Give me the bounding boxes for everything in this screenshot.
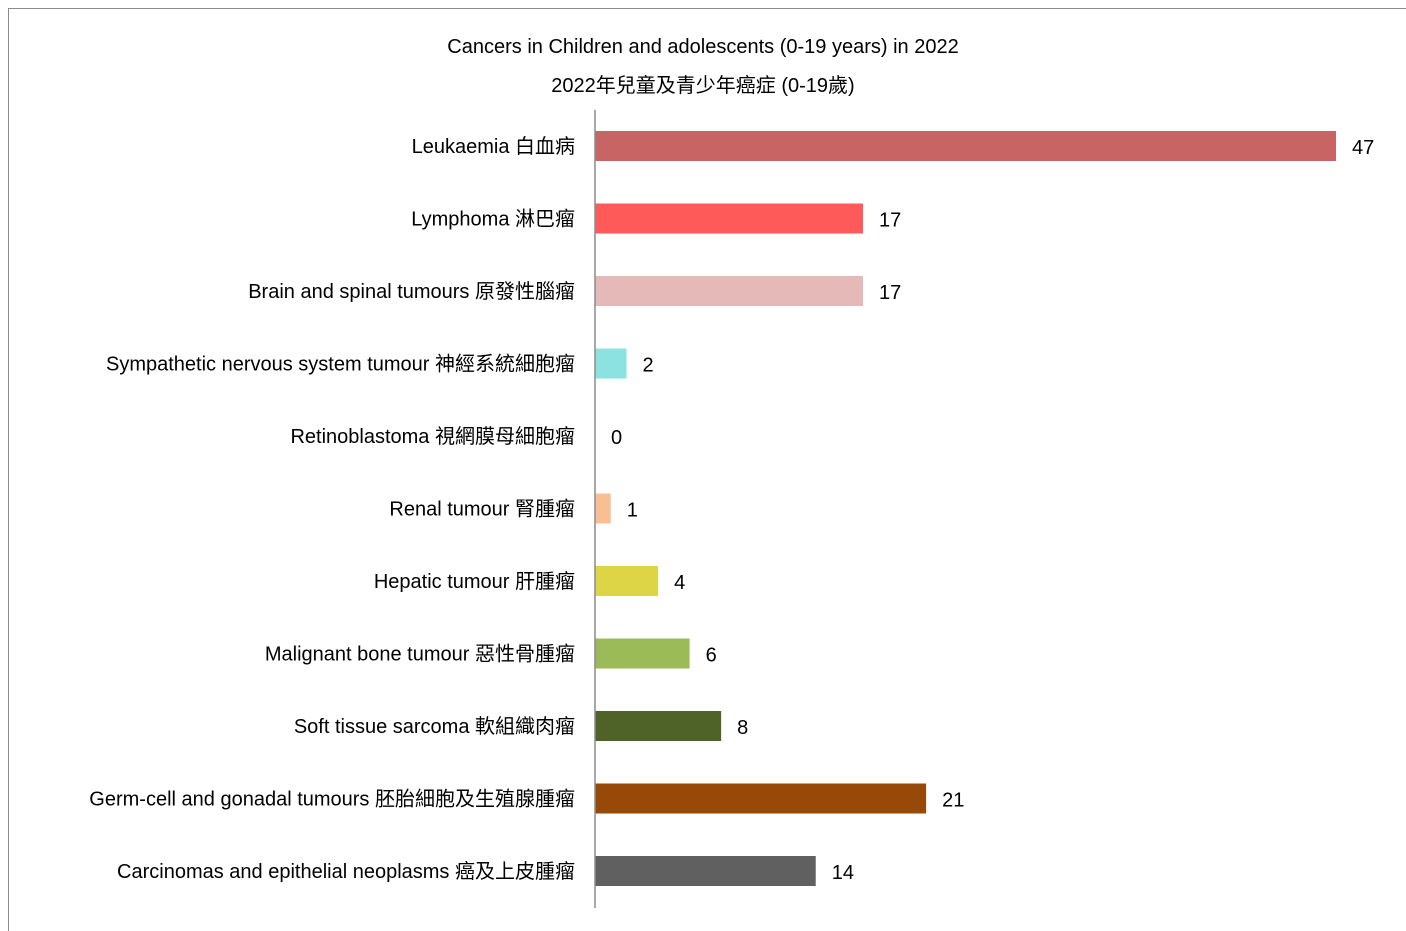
category-label: Sympathetic nervous system tumour 神經系統細胞… bbox=[106, 353, 575, 376]
bar bbox=[595, 203, 864, 234]
category-label: Soft tissue sarcoma 軟組織肉瘤 bbox=[294, 715, 575, 738]
category-label: Germ-cell and gonadal tumours 胚胎細胞及生殖腺腫瘤 bbox=[89, 788, 575, 811]
category-label: Hepatic tumour 肝腫瘤 bbox=[374, 570, 575, 593]
value-label: 0 bbox=[611, 427, 622, 449]
value-label: 17 bbox=[879, 282, 901, 304]
value-label: 4 bbox=[674, 572, 685, 594]
value-label: 14 bbox=[832, 862, 854, 884]
category-label: Retinoblastoma 視網膜母細胞瘤 bbox=[290, 425, 575, 448]
value-label: 1 bbox=[627, 500, 638, 522]
bar bbox=[595, 783, 927, 814]
chart-subtitle: 2022年兒童及青少年癌症 (0-19歲) bbox=[551, 75, 855, 97]
category-label: Malignant bone tumour 惡性骨腫瘤 bbox=[265, 643, 575, 666]
value-label: 21 bbox=[942, 790, 964, 812]
value-label: 8 bbox=[737, 717, 748, 739]
category-label: Carcinomas and epithelial neoplasms 癌及上皮… bbox=[117, 860, 575, 883]
bar bbox=[595, 856, 816, 886]
category-label: Renal tumour 腎腫瘤 bbox=[389, 498, 575, 521]
category-label: Lymphoma 淋巴瘤 bbox=[411, 208, 575, 231]
bar bbox=[595, 711, 722, 741]
chart-frame bbox=[8, 8, 1406, 931]
value-label: 47 bbox=[1352, 137, 1374, 159]
chart-title: Cancers in Children and adolescents (0-1… bbox=[447, 36, 959, 58]
value-label: 6 bbox=[706, 645, 717, 667]
bars-group: Leukaemia 白血病 47 Lymphoma 淋巴瘤 17 Brain and s… bbox=[89, 131, 1374, 886]
bar bbox=[595, 131, 1336, 161]
bar bbox=[595, 566, 659, 596]
bar bbox=[595, 276, 864, 306]
value-label: 17 bbox=[879, 210, 901, 232]
bar bbox=[595, 348, 627, 379]
category-label: Leukaemia 白血病 bbox=[412, 135, 575, 158]
bar bbox=[595, 493, 611, 524]
value-label: 2 bbox=[643, 355, 654, 377]
bar bbox=[595, 638, 690, 669]
category-label: Brain and spinal tumours 原發性腦瘤 bbox=[248, 280, 575, 303]
